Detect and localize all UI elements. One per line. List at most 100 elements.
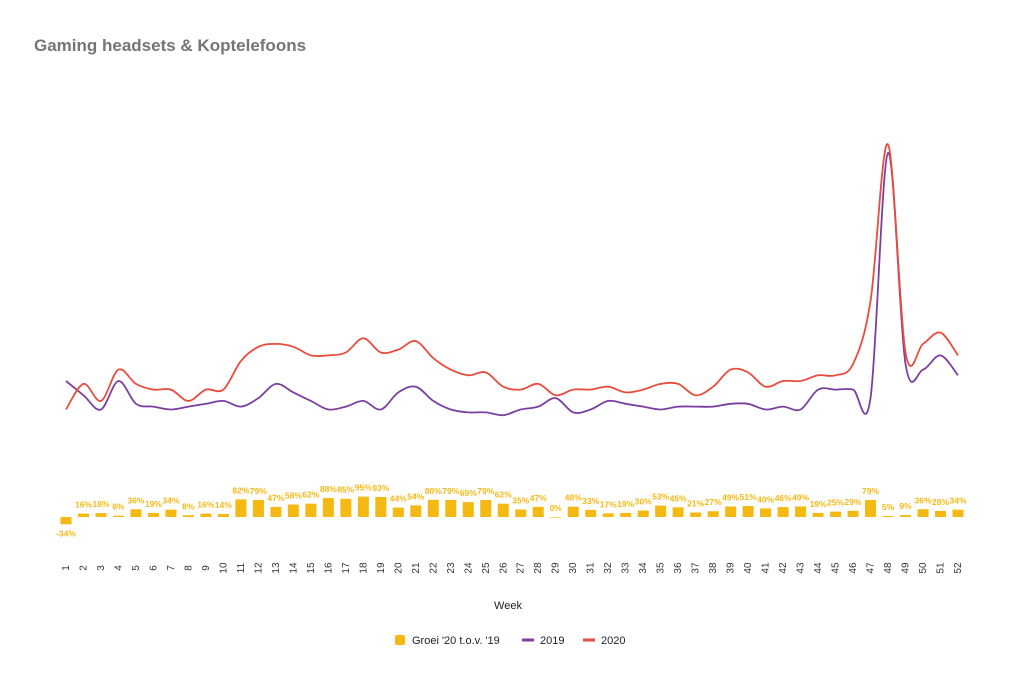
bar-week-16 [322, 498, 334, 517]
x-axis-tick-labels: 1 2 3 4 5 6 7 8 9 10 11 12 13 14 15 16 17 18 19 20 21 22 23 24 2… [61, 562, 964, 574]
bar-week-50 [917, 509, 929, 517]
chart-title: Gaming headsets & Koptelefoons [34, 36, 307, 55]
bar-week-26 [497, 503, 509, 517]
x-tick-label-8: 8 [183, 565, 194, 571]
bar-label-week-21: 54% [407, 491, 424, 501]
bar-label-week-11: 82% [232, 485, 249, 495]
x-tick-label-5: 5 [131, 565, 142, 571]
bar-label-week-23: 79% [442, 486, 459, 496]
x-tick-label-7: 7 [166, 565, 177, 571]
bar-label-week-31: 33% [582, 496, 599, 506]
x-tick-label-30: 30 [568, 562, 579, 574]
bar-label-week-4: 6% [112, 502, 125, 512]
x-tick-label-17: 17 [341, 562, 352, 574]
bar-label-week-9: 16% [197, 500, 214, 510]
bar-label-week-47: 79% [862, 486, 879, 496]
x-tick-label-36: 36 [673, 562, 684, 574]
bar-label-week-1: -34% [56, 528, 76, 538]
bar-week-19 [375, 497, 387, 517]
bar-week-18 [357, 496, 369, 517]
bar-week-5 [130, 509, 142, 517]
bar-week-42 [777, 507, 789, 517]
x-tick-label-22: 22 [428, 562, 439, 574]
bar-week-52 [952, 509, 964, 517]
bar-label-week-51: 28% [932, 497, 949, 507]
bar-week-29 [550, 517, 562, 518]
x-tick-label-13: 13 [271, 562, 282, 574]
x-tick-label-49: 49 [901, 562, 912, 574]
x-tick-label-35: 35 [656, 562, 667, 574]
bar-label-week-19: 93% [372, 483, 389, 493]
x-tick-label-43: 43 [796, 562, 807, 574]
x-tick-label-52: 52 [953, 562, 964, 574]
bar-label-week-16: 88% [320, 484, 337, 494]
x-tick-label-25: 25 [481, 562, 492, 574]
x-tick-label-6: 6 [148, 565, 159, 571]
bar-label-week-8: 8% [182, 501, 195, 511]
bar-label-week-43: 49% [792, 492, 809, 502]
bar-week-13 [270, 506, 282, 517]
bar-label-week-3: 18% [92, 499, 109, 509]
bar-label-week-41: 40% [757, 494, 774, 504]
bar-label-week-35: 53% [652, 492, 669, 502]
bar-week-43 [795, 506, 807, 517]
x-tick-label-19: 19 [376, 562, 387, 574]
bar-label-week-22: 80% [425, 486, 442, 496]
x-tick-label-21: 21 [411, 562, 422, 574]
bar-label-week-25: 79% [477, 486, 494, 496]
bar-week-28 [532, 506, 544, 517]
bar-label-week-39: 49% [722, 492, 739, 502]
bar-label-week-27: 35% [512, 495, 529, 505]
legend-label-2020: 2020 [601, 635, 625, 647]
bar-week-36 [672, 507, 684, 517]
x-tick-label-10: 10 [218, 562, 229, 574]
bar-label-week-5: 36% [127, 495, 144, 505]
x-tick-label-23: 23 [446, 562, 457, 574]
bar-label-week-44: 19% [810, 499, 827, 509]
bar-label-week-40: 51% [740, 492, 757, 502]
bar-label-week-20: 44% [390, 494, 407, 504]
x-tick-label-32: 32 [603, 562, 614, 574]
x-tick-label-34: 34 [638, 562, 649, 574]
x-tick-label-3: 3 [96, 565, 107, 571]
bar-week-51 [935, 510, 947, 517]
bar-label-week-13: 47% [267, 493, 284, 503]
bar-week-27 [515, 509, 527, 517]
line-series-group [65, 143, 959, 417]
line-series-2020 [65, 143, 959, 411]
bar-label-week-33: 19% [617, 499, 634, 509]
bar-series-growth [60, 496, 964, 525]
bar-week-46 [847, 510, 859, 517]
bar-week-48 [882, 515, 894, 517]
x-tick-label-50: 50 [918, 562, 929, 574]
bar-label-week-6: 19% [145, 499, 162, 509]
bar-week-39 [725, 506, 737, 517]
bar-label-week-28: 47% [530, 493, 547, 503]
bar-week-20 [392, 507, 404, 517]
bar-label-week-26: 62% [495, 490, 512, 500]
x-tick-label-41: 41 [761, 562, 772, 574]
x-axis-title: Week [494, 600, 522, 612]
bar-label-week-48: 5% [882, 502, 895, 512]
x-tick-label-48: 48 [883, 562, 894, 574]
x-tick-label-33: 33 [621, 562, 632, 574]
bar-week-10 [217, 513, 229, 517]
x-tick-label-45: 45 [831, 562, 842, 574]
bar-week-41 [760, 508, 772, 517]
bar-label-week-46: 29% [845, 497, 862, 507]
x-tick-label-15: 15 [306, 562, 317, 574]
x-tick-label-26: 26 [498, 562, 509, 574]
bar-label-week-30: 48% [565, 493, 582, 503]
bar-label-week-18: 95% [355, 483, 372, 493]
legend-label-2019: 2019 [540, 635, 564, 647]
bar-label-week-37: 21% [687, 498, 704, 508]
bar-week-6 [147, 512, 159, 517]
legend-label-growth: Groei '20 t.o.v. '19 [412, 635, 500, 647]
bar-week-31 [585, 509, 597, 517]
bar-label-week-50: 36% [915, 495, 932, 505]
bar-label-week-12: 79% [250, 486, 267, 496]
bar-week-47 [865, 500, 877, 517]
bar-label-week-42: 46% [775, 493, 792, 503]
x-tick-label-28: 28 [533, 562, 544, 574]
